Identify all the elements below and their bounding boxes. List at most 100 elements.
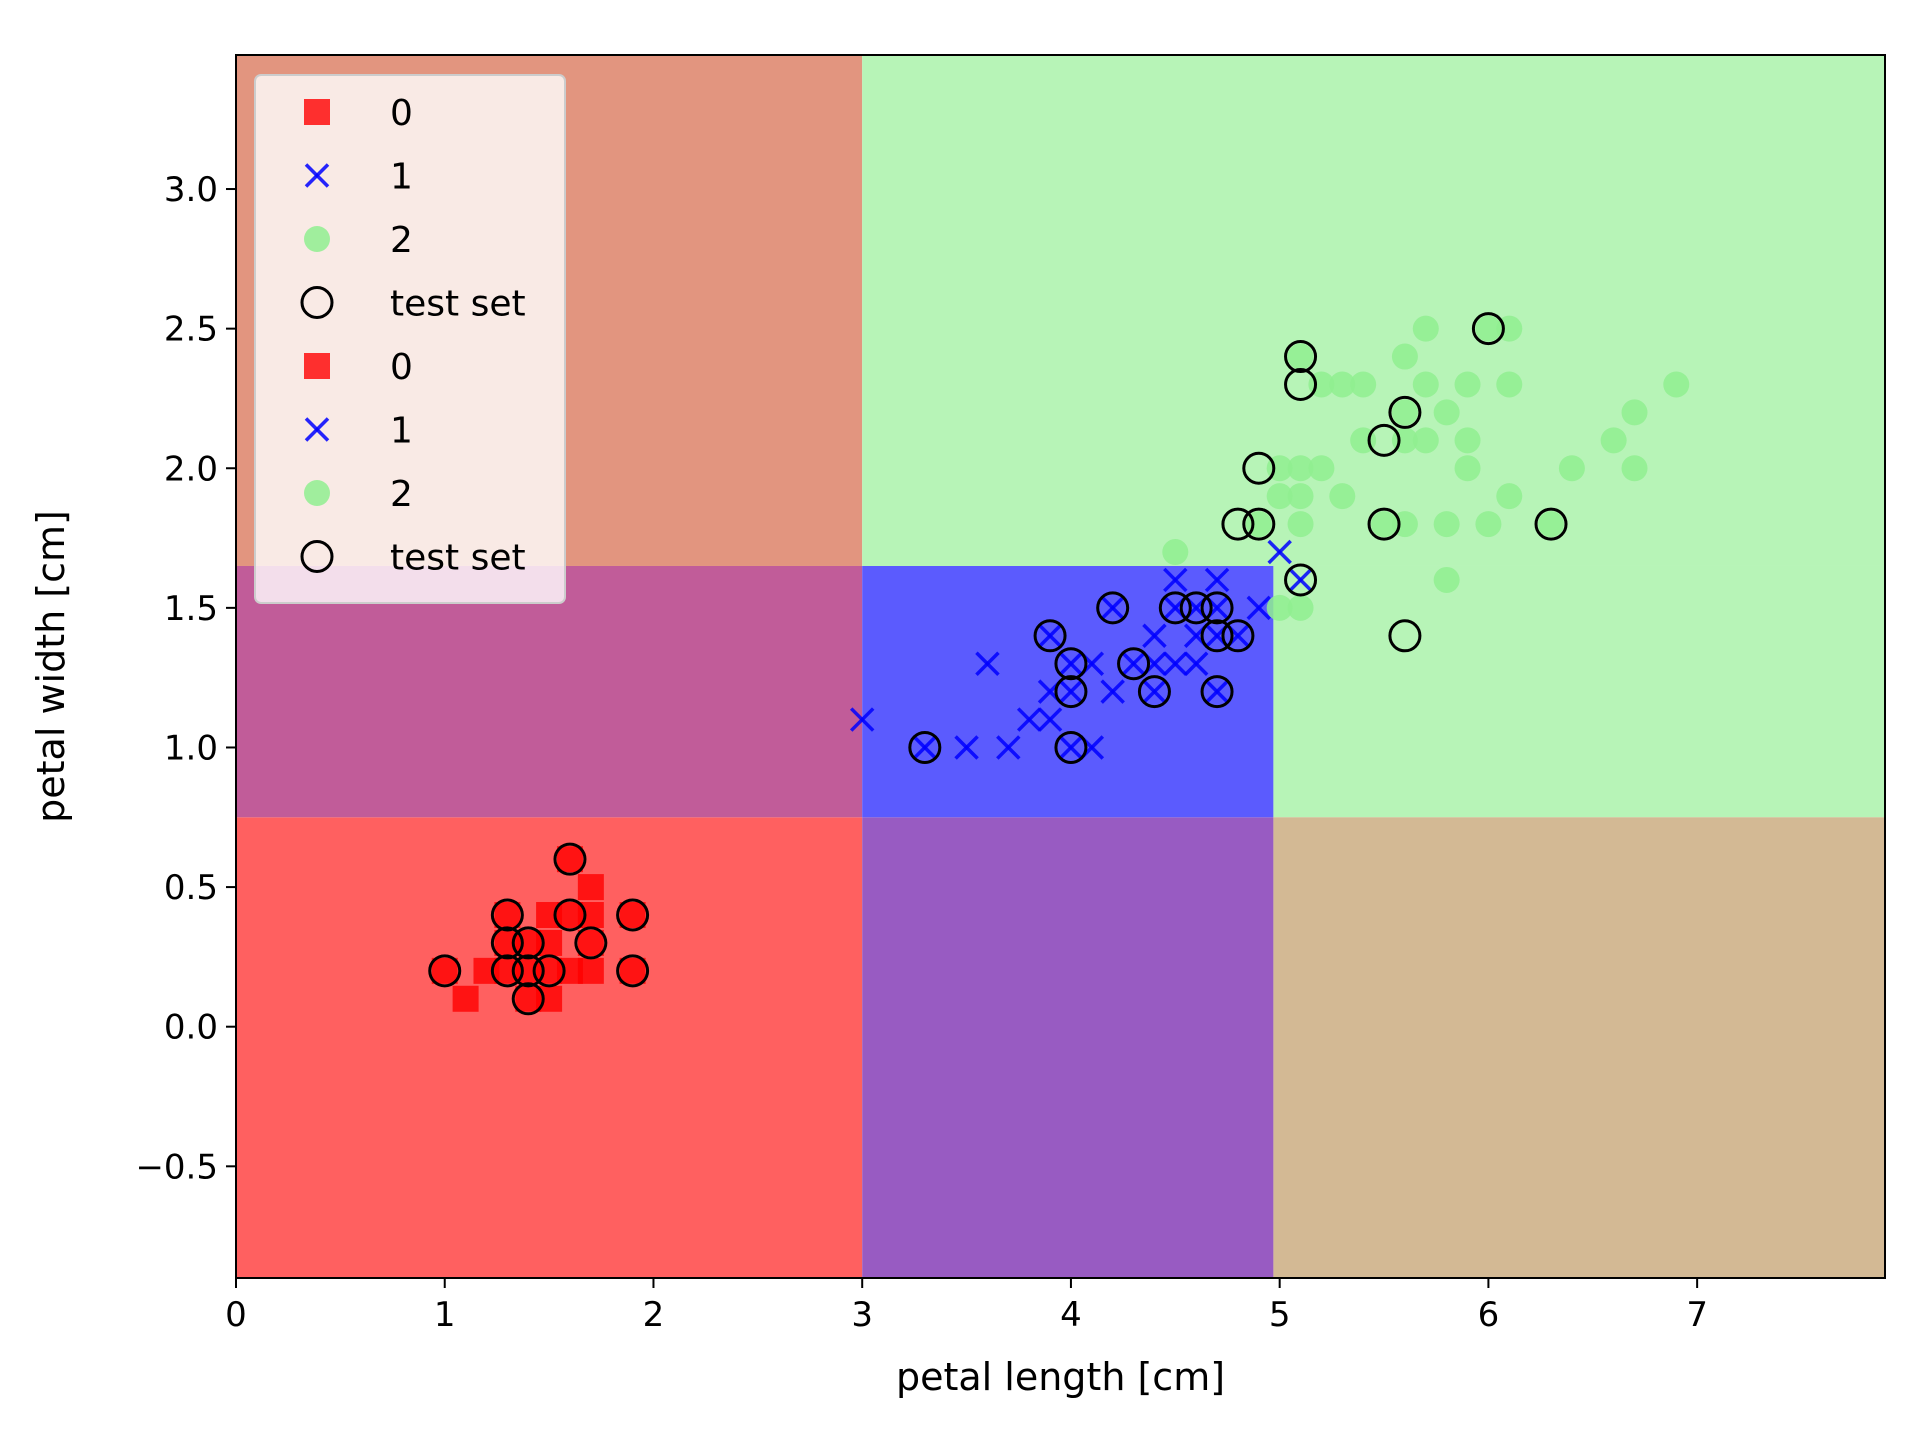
point-0-20: [577, 874, 604, 901]
y-tick-label-5: 2.0: [164, 449, 218, 489]
point-1-31-stroke-b: [1204, 567, 1230, 593]
point-1-25-stroke-b: [1100, 595, 1125, 621]
point-1-11-stroke-b: [1142, 679, 1167, 704]
point-test-set-11: [553, 842, 587, 876]
point-1-6-stroke-b: [1016, 707, 1042, 732]
point-1-9-stroke-b: [1058, 679, 1084, 704]
legend-entry-5: 1: [304, 411, 413, 452]
x-tick-label-5: 5: [1269, 1295, 1291, 1335]
point-1-32-stroke-b: [1288, 567, 1313, 593]
point-test-set-7: [574, 926, 608, 960]
point-2-23: [1412, 427, 1439, 454]
legend-box: [254, 74, 566, 604]
point-1-1-stroke-b: [912, 735, 938, 760]
point-test-set-14: [1054, 730, 1088, 764]
point-2-39: [1475, 315, 1502, 342]
point-1-0: [849, 707, 875, 732]
point-test-set-20: [1033, 619, 1067, 653]
point-test-set-34: [1367, 423, 1401, 457]
point-1-32: [1288, 567, 1313, 593]
point-1-2: [954, 735, 979, 760]
legend-label-5: 1: [390, 411, 413, 452]
point-test-set-2: [511, 954, 545, 988]
point-2-0: [1266, 594, 1293, 621]
point-2-37: [1287, 343, 1314, 370]
point-1-4: [1058, 735, 1084, 760]
legend-entry-2: 2: [304, 220, 413, 261]
point-2-24: [1454, 427, 1481, 454]
data-series: [428, 312, 1690, 1016]
point-1-0-stroke-b: [849, 707, 875, 732]
point-2-25: [1600, 427, 1627, 454]
x-tick-label-6: 6: [1478, 1295, 1500, 1335]
point-test-set-8: [490, 898, 524, 932]
point-test-set-4: [616, 954, 650, 988]
point-1-30: [1163, 567, 1188, 593]
point-test-set-10: [616, 898, 650, 932]
point-test-set-36: [1284, 367, 1318, 401]
decision-region-7: [1273, 817, 1885, 1278]
point-2-18: [1496, 483, 1523, 510]
y-tick-label-3: 1.0: [164, 728, 218, 768]
point-0-8: [577, 957, 604, 984]
legend-label-3: test set: [390, 284, 526, 325]
point-2-8: [1475, 511, 1502, 538]
point-test-set-1: [490, 954, 524, 988]
point-1-16-stroke-b: [1121, 651, 1146, 676]
point-1-10: [1100, 679, 1125, 704]
point-2-12: [1287, 483, 1314, 510]
point-test-set-17: [1200, 675, 1234, 709]
point-1-7-stroke-b: [1037, 707, 1063, 732]
point-1-6: [1016, 707, 1042, 732]
y-tick-label-0: −0.5: [135, 1147, 218, 1187]
decision-region-1: [236, 565, 863, 818]
point-2-5: [1371, 511, 1398, 538]
legend-entry-0: 0: [304, 93, 413, 134]
legend-label-2: 2: [390, 220, 413, 261]
legend-marker-1: [304, 163, 330, 188]
point-test-set-19: [1117, 647, 1151, 681]
decision-region-0: [236, 817, 863, 1278]
y-axis: −0.5 0.0 0.5 1.0 1.5 2.0 2.5 3.0: [135, 170, 236, 1187]
point-1-1: [912, 735, 938, 760]
x-axis-title: petal length [cm]: [896, 1355, 1225, 1399]
point-2-3: [1433, 566, 1460, 593]
legend-marker-3: [300, 286, 334, 319]
point-2-28: [1621, 399, 1648, 426]
series-test-set: [428, 312, 1568, 1016]
y-tick-label-7: 3.0: [164, 170, 218, 210]
point-test-set-13: [908, 730, 942, 764]
point-1-33: [1267, 539, 1292, 565]
point-0-0: [452, 985, 479, 1012]
point-2-14: [1454, 455, 1481, 482]
point-test-set-5: [490, 926, 524, 960]
plot-frame: [235, 54, 1886, 1279]
legend-entry-1: 1: [304, 157, 413, 198]
point-1-18-stroke-b: [1163, 651, 1188, 676]
legend-label-0: 0: [390, 93, 413, 134]
y-tick-label-4: 1.5: [164, 589, 218, 629]
x-tick-label-1: 1: [434, 1295, 456, 1335]
point-1-21: [1142, 623, 1167, 649]
x-tick-label-0: 0: [225, 1295, 247, 1335]
x-tick-label-7: 7: [1686, 1295, 1708, 1335]
point-1-25: [1100, 595, 1125, 621]
point-test-set-30: [1242, 507, 1276, 541]
point-2-11: [1266, 483, 1293, 510]
point-1-20-stroke-b: [1037, 623, 1063, 649]
point-2-17: [1308, 455, 1335, 482]
point-test-set-0: [428, 954, 462, 988]
legend-marker-0: [304, 99, 330, 125]
point-test-set-27: [1284, 563, 1318, 597]
point-1-29-stroke-b: [1246, 595, 1272, 621]
series-2: [1162, 315, 1690, 621]
point-test-set-24: [1158, 591, 1192, 625]
point-test-set-38: [1471, 312, 1505, 346]
x-axis: 0 1 2 3 4 5 6 7: [225, 1278, 1708, 1335]
legend-marker-1-stroke-b: [304, 163, 330, 188]
point-2-35: [1663, 371, 1690, 398]
point-2-27: [1433, 399, 1460, 426]
point-test-set-37: [1284, 340, 1318, 374]
point-0-14: [577, 929, 604, 956]
